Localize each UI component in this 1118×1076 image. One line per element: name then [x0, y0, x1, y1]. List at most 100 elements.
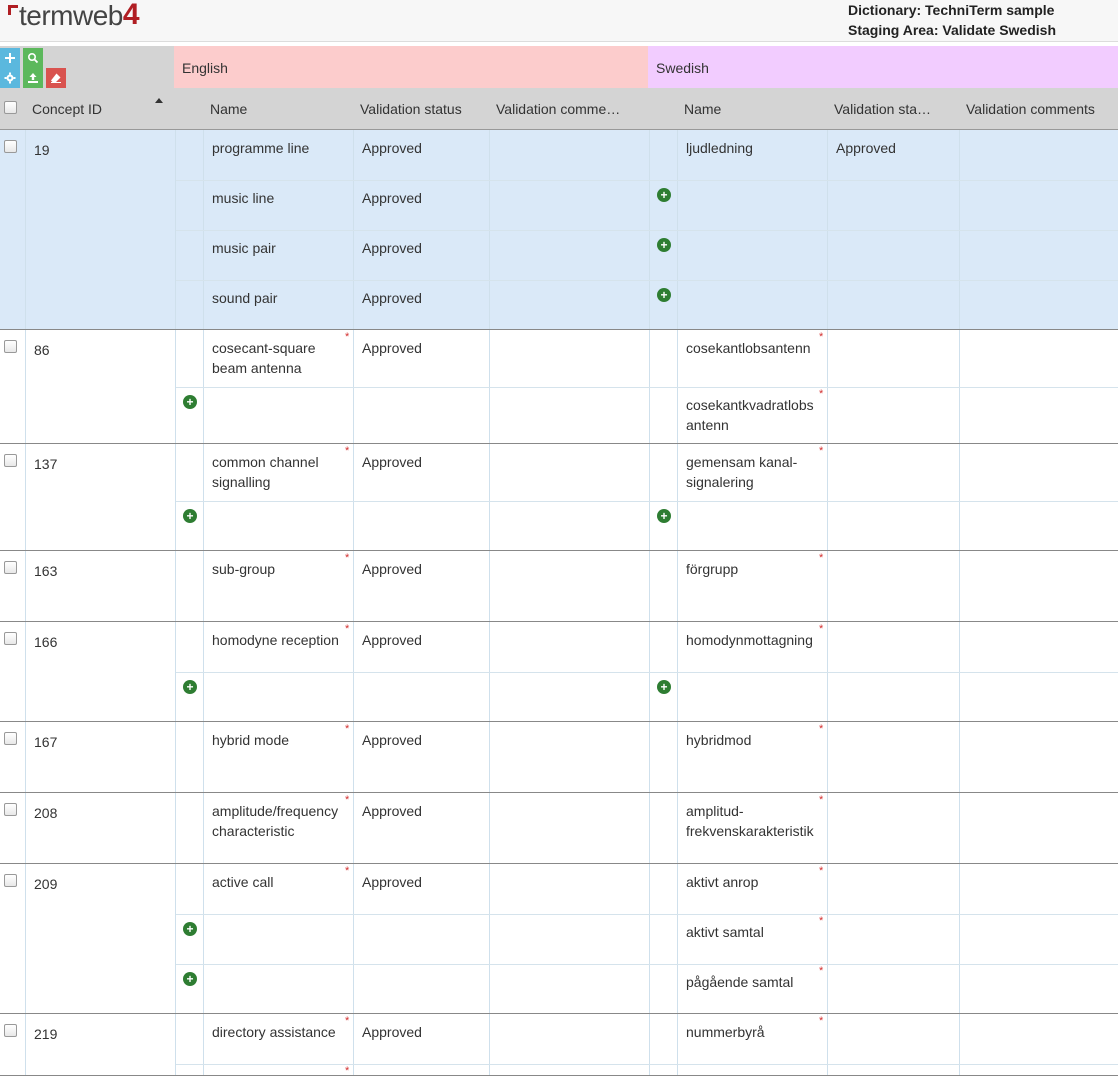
add-english-term-icon[interactable]: +: [183, 509, 197, 523]
concept-row[interactable]: 167 hybrid mode Approved * hybridmod *: [0, 722, 1118, 793]
add-english-term-icon[interactable]: +: [183, 922, 197, 936]
swedish-term-name[interactable]: gemensam kanal-signalering: [686, 454, 798, 490]
row-checkbox[interactable]: [4, 874, 17, 887]
swedish-term-name[interactable]: aktivt samtal: [686, 924, 764, 940]
add-english-term-icon[interactable]: +: [183, 395, 197, 409]
row-checkbox[interactable]: [4, 561, 17, 574]
english-validation-status[interactable]: Approved: [362, 632, 422, 648]
english-validation-status[interactable]: Approved: [362, 732, 422, 748]
column-divider: [959, 551, 960, 621]
row-checkbox[interactable]: [4, 732, 17, 745]
column-divider: [489, 130, 490, 329]
add-button[interactable]: [0, 48, 20, 68]
swedish-term-name[interactable]: hybridmod: [686, 732, 752, 748]
swedish-term-name[interactable]: förgrupp: [686, 561, 739, 577]
concept-row[interactable]: 219 directory assistance Approved * nummerby…: [0, 1014, 1118, 1076]
column-divider: [203, 551, 204, 621]
column-divider: [353, 130, 354, 329]
column-header-en-name[interactable]: Name: [210, 101, 248, 117]
column-header-en-comments[interactable]: Validation comme…: [496, 101, 621, 117]
column-header-concept-id[interactable]: Concept ID: [32, 101, 103, 117]
add-swedish-term-icon[interactable]: +: [657, 680, 671, 694]
concept-row[interactable]: 19 programme line Approved ljudledning Appro…: [0, 130, 1118, 330]
row-checkbox[interactable]: [4, 454, 17, 467]
english-term-name[interactable]: directory assistance: [212, 1024, 336, 1040]
english-term-name[interactable]: sound pair: [212, 290, 278, 306]
required-marker: *: [345, 445, 350, 457]
row-checkbox[interactable]: [4, 1024, 17, 1037]
english-validation-status[interactable]: Approved: [362, 290, 422, 306]
column-divider: [25, 330, 26, 443]
swedish-term-name[interactable]: amplitud-frekvenskarakteristik: [686, 803, 814, 839]
row-checkbox[interactable]: [4, 140, 17, 153]
english-term-name[interactable]: music pair: [212, 240, 276, 256]
add-swedish-term-icon[interactable]: +: [657, 238, 671, 252]
column-divider: [959, 444, 960, 550]
column-divider: [175, 793, 176, 863]
column-divider: [489, 330, 490, 443]
english-term-name[interactable]: homodyne reception: [212, 632, 339, 648]
app-header: termweb 4 Dictionary: TechniTerm sample …: [0, 0, 1118, 42]
column-header-sv-name[interactable]: Name: [684, 101, 722, 117]
add-english-term-icon[interactable]: +: [183, 972, 197, 986]
column-divider: [649, 864, 650, 1013]
select-all-checkbox[interactable]: [4, 101, 17, 114]
english-term-name[interactable]: cosecant-square beam antenna: [212, 340, 316, 376]
english-term-name[interactable]: programme line: [212, 140, 310, 156]
term-divider: [176, 1064, 1118, 1065]
swedish-term-name[interactable]: pågående samtal: [686, 974, 794, 990]
column-divider: [649, 722, 650, 792]
english-term-name[interactable]: amplitude/frequency characteristic: [212, 803, 339, 839]
english-validation-status[interactable]: Approved: [362, 561, 422, 577]
row-checkbox[interactable]: [4, 632, 17, 645]
column-header-sv-comments[interactable]: Validation comments: [966, 101, 1095, 117]
column-divider: [827, 793, 828, 863]
column-header-sv-status[interactable]: Validation sta…: [834, 101, 932, 117]
column-divider: [677, 551, 678, 621]
concept-row[interactable]: 208 amplitude/frequency characteristic App…: [0, 793, 1118, 864]
english-validation-status[interactable]: Approved: [362, 190, 422, 206]
english-term-name[interactable]: active call: [212, 874, 274, 890]
settings-button[interactable]: [0, 68, 20, 88]
swedish-validation-status[interactable]: Approved: [836, 140, 896, 156]
english-validation-status[interactable]: Approved: [362, 874, 422, 890]
swedish-term-name[interactable]: cosekantkvadratlobs antenn: [686, 397, 814, 433]
concept-row[interactable]: 166 homodyne reception Approved * homodynmot…: [0, 622, 1118, 722]
concept-row[interactable]: 163 sub-group Approved * förgrupp *: [0, 551, 1118, 622]
swedish-term-name[interactable]: nummerbyrå: [686, 1024, 765, 1040]
english-term-name[interactable]: sub-group: [212, 561, 276, 577]
swedish-term-name[interactable]: ljudledning: [686, 140, 753, 156]
swedish-term-name[interactable]: aktivt anrop: [686, 874, 759, 890]
english-validation-status[interactable]: Approved: [362, 340, 422, 356]
concept-row[interactable]: 86 cosecant-square beam antenna Approved * c…: [0, 330, 1118, 444]
clear-button[interactable]: [46, 68, 66, 88]
column-divider: [959, 1014, 960, 1075]
swedish-term-name[interactable]: homodynmottagning: [686, 632, 813, 648]
column-divider: [489, 551, 490, 621]
search-button[interactable]: [23, 48, 43, 68]
required-marker: *: [819, 915, 824, 927]
column-header-en-status[interactable]: Validation status: [360, 101, 462, 117]
row-checkbox[interactable]: [4, 340, 17, 353]
english-term-name[interactable]: common channel signalling: [212, 454, 319, 490]
row-checkbox[interactable]: [4, 803, 17, 816]
column-divider: [489, 864, 490, 1013]
english-validation-status[interactable]: Approved: [362, 454, 422, 470]
required-marker: *: [819, 445, 824, 457]
dictionary-info: Dictionary: TechniTerm sample Staging Ar…: [848, 0, 1056, 40]
upload-button[interactable]: [23, 68, 43, 88]
english-validation-status[interactable]: Approved: [362, 1024, 422, 1040]
concept-row[interactable]: 137 common channel signalling Approved * gem…: [0, 444, 1118, 551]
add-swedish-term-icon[interactable]: +: [657, 188, 671, 202]
english-validation-status[interactable]: Approved: [362, 140, 422, 156]
english-term-name[interactable]: hybrid mode: [212, 732, 290, 748]
english-term-name[interactable]: music line: [212, 190, 275, 206]
add-swedish-term-icon[interactable]: +: [657, 288, 671, 302]
add-swedish-term-icon[interactable]: +: [657, 509, 671, 523]
swedish-term-name[interactable]: cosekantlobsantenn: [686, 340, 811, 356]
required-marker: *: [345, 1015, 350, 1027]
add-english-term-icon[interactable]: +: [183, 680, 197, 694]
english-validation-status[interactable]: Approved: [362, 240, 422, 256]
english-validation-status[interactable]: Approved: [362, 803, 422, 819]
concept-row[interactable]: 209 active call Approved * aktivt anrop * + akt…: [0, 864, 1118, 1014]
